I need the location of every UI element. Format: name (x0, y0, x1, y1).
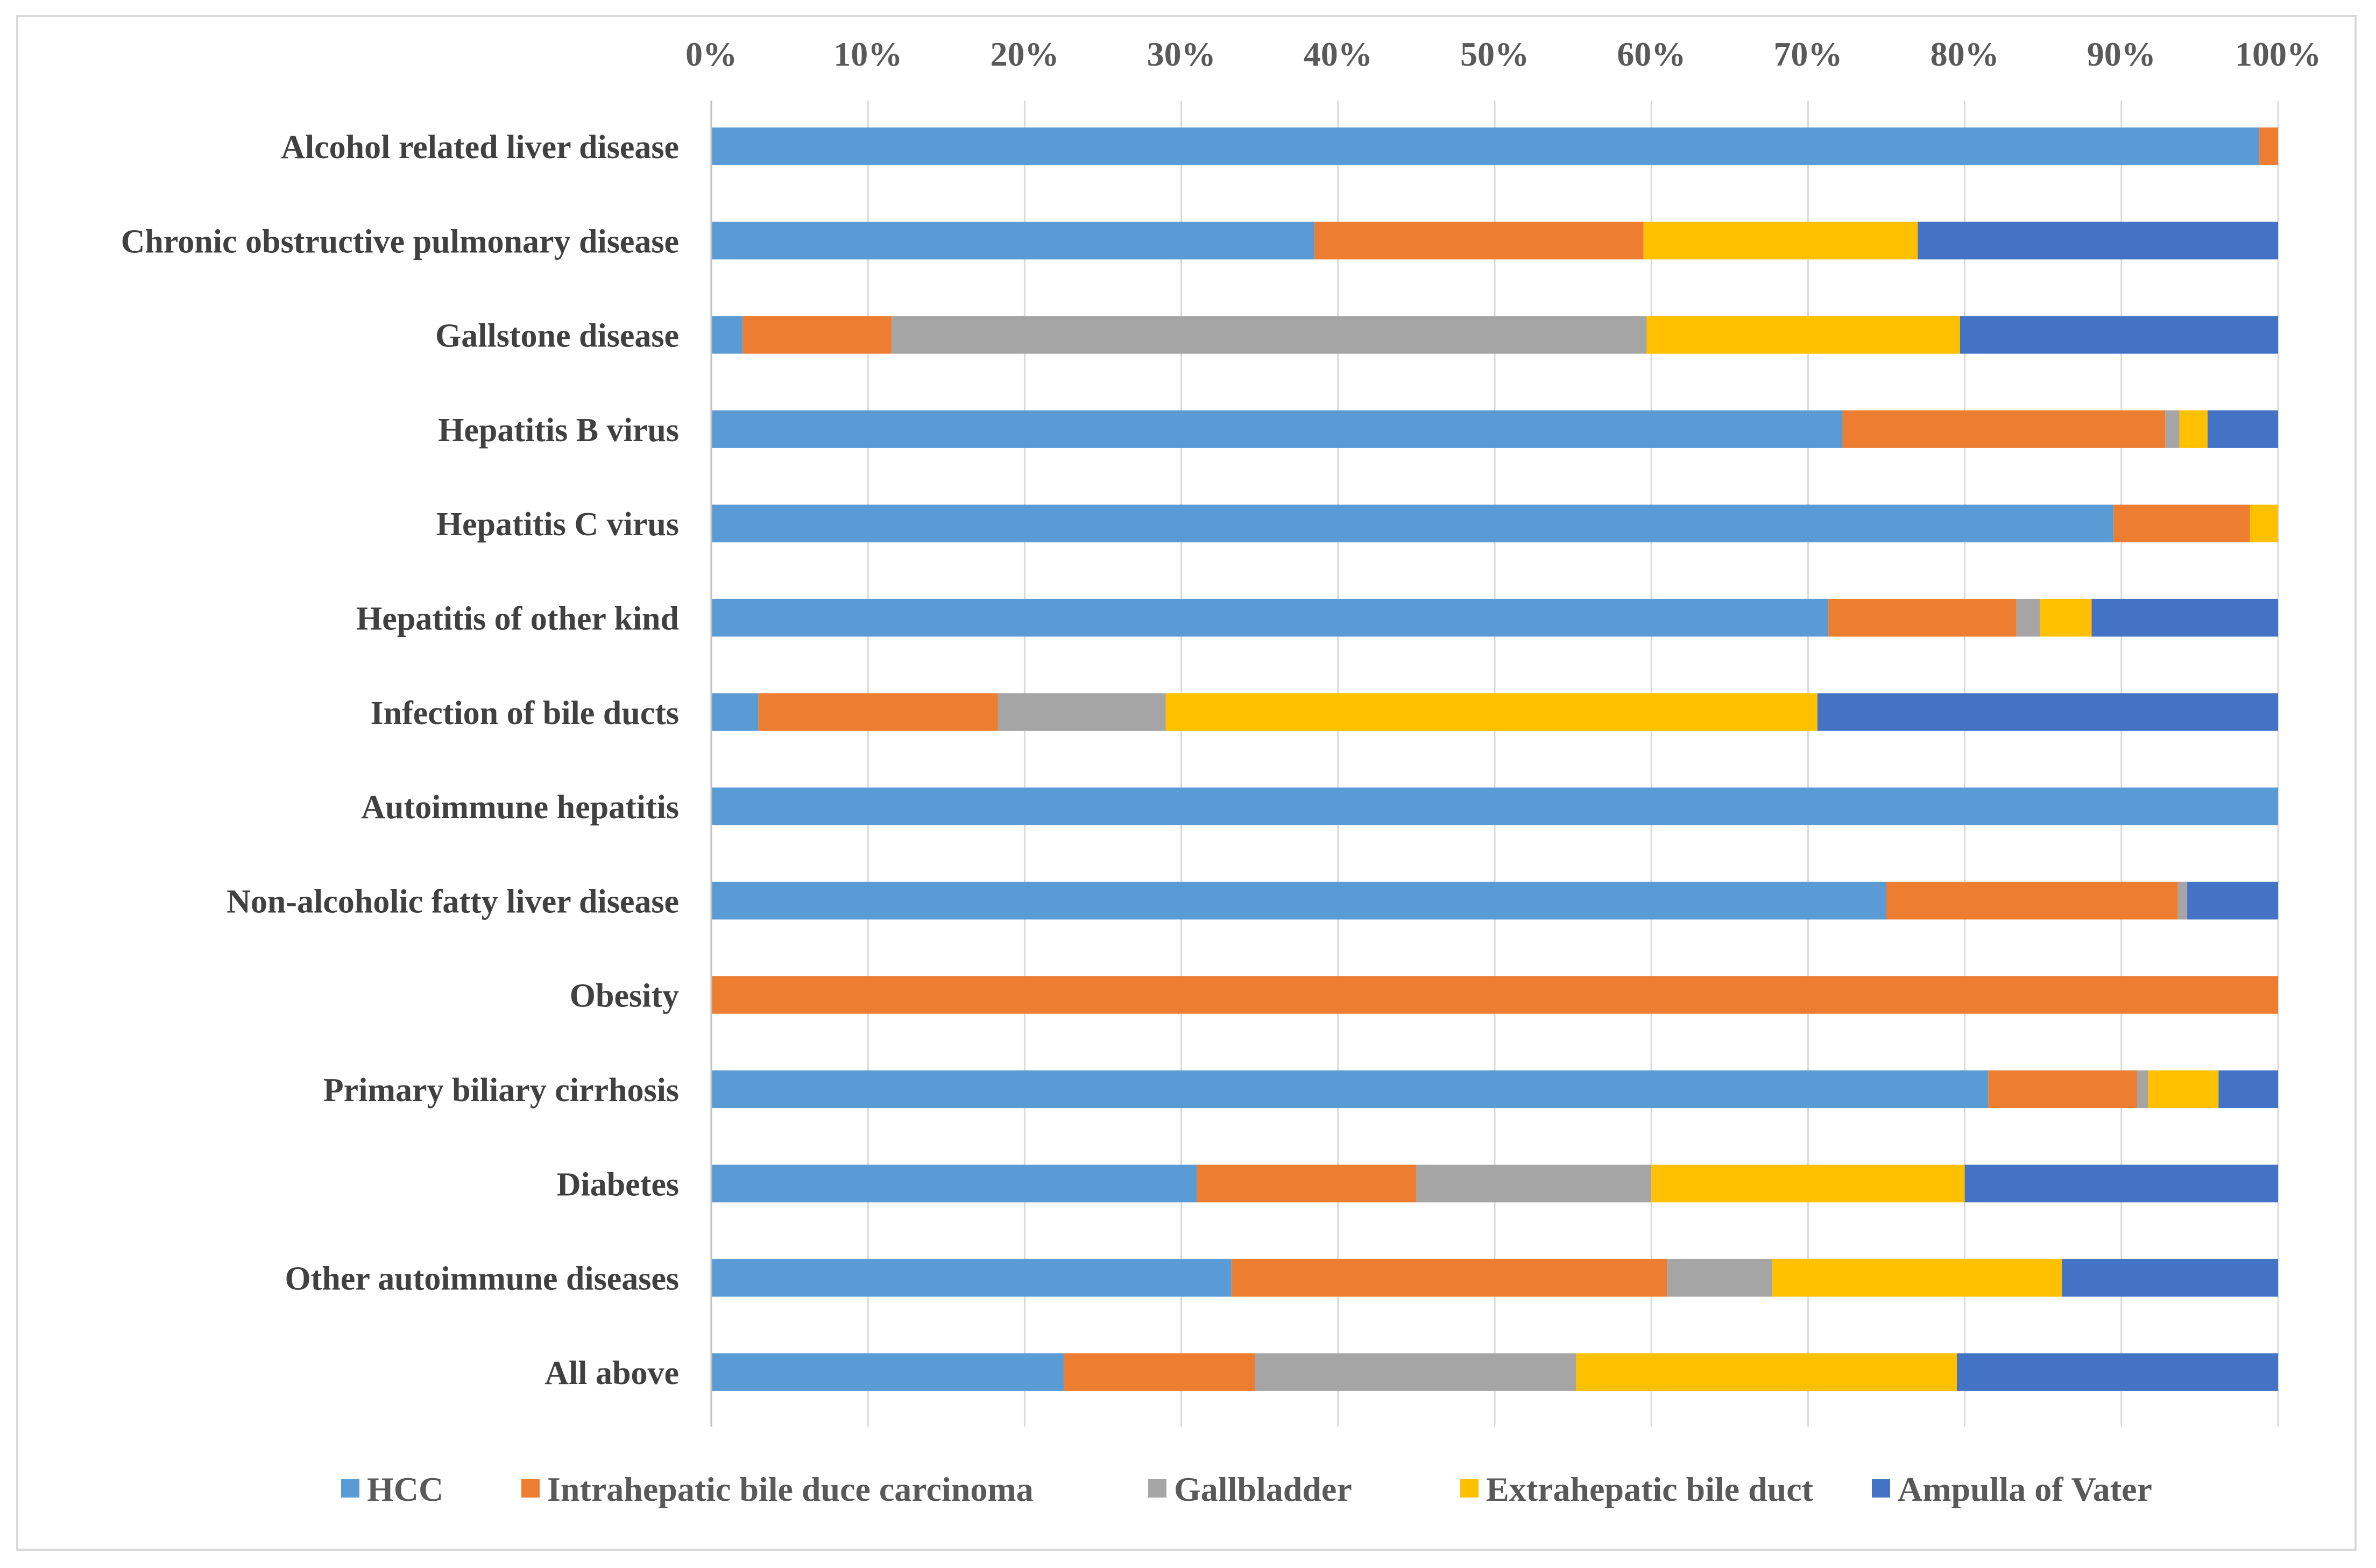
bar-segment (1957, 1353, 2278, 1391)
x-tick-label: 40% (1304, 35, 1373, 73)
bar-segment (2250, 505, 2278, 543)
bars (711, 127, 2278, 1391)
category-label: Diabetes (557, 1166, 679, 1203)
x-tick-label: 100% (2235, 35, 2321, 73)
category-label: Hepatitis C virus (436, 506, 679, 543)
bar-segment (711, 316, 743, 354)
bar-segment (2177, 882, 2188, 920)
legend-swatch (1460, 1479, 1479, 1498)
bar-segment (2091, 599, 2278, 637)
bar-segment (711, 787, 2278, 826)
x-tick-label: 80% (1930, 35, 1999, 73)
category-label: All above (544, 1355, 679, 1392)
bar-segment (1643, 222, 1918, 260)
bar-segment (1960, 316, 2278, 354)
bar-segment (998, 693, 1166, 731)
category-label: Alcohol related liver disease (281, 129, 679, 166)
category-labels: Alcohol related liver disease Chronic obs… (121, 129, 679, 1392)
gridlines (867, 101, 2279, 1427)
bar-segment (711, 882, 1886, 920)
bar-segment (1918, 222, 2278, 260)
bar-segment (711, 410, 1843, 448)
category-label: Non-alcoholic fatty liver disease (227, 883, 679, 920)
bar-segment (711, 1165, 1197, 1203)
bar-segment (1416, 1165, 1652, 1203)
legend-swatch (341, 1479, 359, 1498)
category-label: Infection of bile ducts (371, 695, 680, 732)
chart-frame: 0% 10% 20% 30% 40% 50% 60% 70% 80% 90% 100% Alcoho… (16, 15, 2357, 1551)
bar-segment (711, 222, 1315, 260)
bar-segment (1064, 1353, 1255, 1391)
bar-segment (2259, 127, 2278, 165)
x-tick-label: 0% (685, 35, 737, 73)
category-label: Gallstone disease (435, 318, 679, 354)
legend: HCC Intrahepatic bile duce carcinoma Gallb… (341, 1470, 2152, 1508)
bar-segment (1828, 599, 2017, 637)
legend-label: Gallbladder (1174, 1470, 1352, 1508)
bar-segment (2187, 882, 2278, 920)
bar-segment (1667, 1259, 1772, 1297)
category-label: Other autoimmune diseases (285, 1261, 679, 1297)
legend-label: HCC (367, 1470, 443, 1508)
legend-swatch (1872, 1479, 1890, 1498)
category-label: Obesity (570, 978, 679, 1014)
bar-segment (1651, 1165, 1965, 1203)
bar-segment (1314, 222, 1644, 260)
category-label: Hepatitis B virus (438, 412, 679, 449)
bar-segment (2137, 1070, 2148, 1108)
bar-segment (2218, 1070, 2278, 1108)
bar-segment (758, 693, 998, 731)
bar-segment (1817, 693, 2278, 731)
stacked-bar-chart: 0% 10% 20% 30% 40% 50% 60% 70% 80% 90% 100% Alcoho… (121, 35, 2321, 1508)
x-tick-label: 60% (1617, 35, 1686, 73)
x-tick-label: 30% (1147, 35, 1216, 73)
bar-segment (2179, 410, 2208, 448)
bar-segment (711, 1070, 1989, 1108)
bar-segment (1964, 1165, 2278, 1203)
bar-segment (1842, 410, 2166, 448)
category-label: Hepatitis of other kind (356, 601, 679, 637)
x-tick-label: 70% (1773, 35, 1842, 73)
x-tick-label: 20% (990, 35, 1059, 73)
bar-segment (711, 1353, 1064, 1391)
bar-segment (2016, 599, 2040, 637)
bar-segment (891, 316, 1647, 354)
bar-segment (711, 505, 2114, 543)
bar-segment (711, 976, 2278, 1014)
category-label: Autoimmune hepatitis (361, 789, 679, 826)
legend-label: Ampulla of Vater (1898, 1470, 2152, 1508)
legend-swatch (521, 1479, 540, 1498)
bar-segment (1772, 1259, 2062, 1297)
bar-segment (1576, 1353, 1957, 1391)
legend-swatch (1148, 1479, 1166, 1498)
x-tick-label: 50% (1460, 35, 1529, 73)
bar-segment (2113, 505, 2250, 543)
bar-segment (1886, 882, 2178, 920)
bar-segment (2148, 1070, 2219, 1108)
bar-segment (711, 127, 2260, 165)
bar-segment (2207, 410, 2278, 448)
bar-segment (1231, 1259, 1667, 1297)
bar-segment (1255, 1353, 1576, 1391)
bar-segment (742, 316, 892, 354)
category-label: Primary biliary cirrhosis (323, 1072, 679, 1109)
bar-segment (711, 599, 1829, 637)
bar-segment (2040, 599, 2092, 637)
bar-segment (711, 1259, 1232, 1297)
legend-label: Intrahepatic bile duce carcinoma (547, 1470, 1034, 1508)
bar-segment (1646, 316, 1960, 354)
x-tick-label: 90% (2087, 35, 2156, 73)
bar-segment (2165, 410, 2180, 448)
category-label: Chronic obstructive pulmonary disease (121, 223, 679, 260)
bar-segment (1197, 1165, 1417, 1203)
bar-segment (2062, 1259, 2278, 1297)
bar-segment (1988, 1070, 2137, 1108)
x-tick-labels: 0% 10% 20% 30% 40% 50% 60% 70% 80% 90% 100% (685, 35, 2321, 73)
legend-label: Extrahepatic bile duct (1486, 1470, 1814, 1508)
x-tick-label: 10% (833, 35, 902, 73)
bar-segment (1165, 693, 1818, 731)
bar-segment (711, 693, 759, 731)
